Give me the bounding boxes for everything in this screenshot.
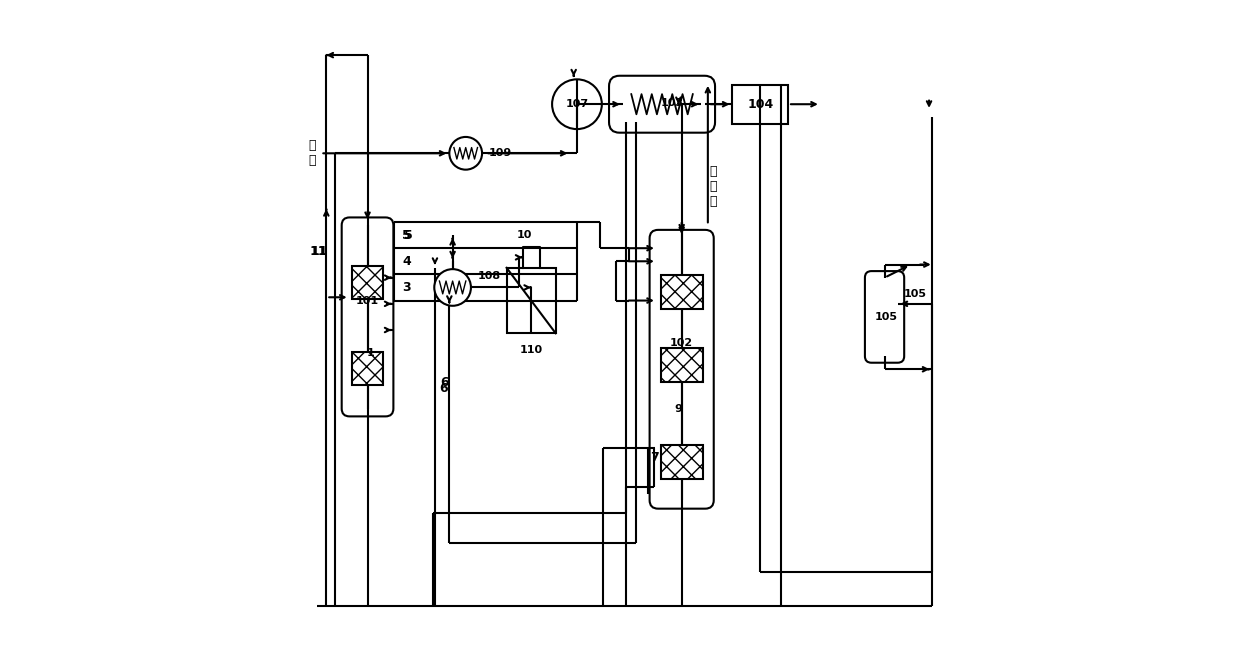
- Circle shape: [553, 79, 602, 129]
- Text: 105: 105: [904, 289, 927, 299]
- FancyBboxPatch shape: [649, 230, 714, 509]
- Text: 6: 6: [440, 376, 449, 389]
- Bar: [660, 348, 703, 382]
- Text: 110: 110: [519, 345, 543, 355]
- Text: 109: 109: [488, 148, 512, 158]
- Text: 甲
醇: 甲 醇: [309, 139, 316, 167]
- Text: 11: 11: [310, 245, 327, 258]
- Text: 4: 4: [403, 255, 411, 268]
- Text: 3: 3: [403, 281, 411, 294]
- Text: 104: 104: [747, 98, 773, 111]
- Text: 105: 105: [875, 312, 898, 322]
- Text: 5: 5: [403, 228, 411, 242]
- Text: 101: 101: [356, 296, 379, 306]
- FancyBboxPatch shape: [610, 76, 715, 133]
- Bar: [660, 275, 703, 309]
- Text: 102: 102: [670, 338, 694, 348]
- Text: 103: 103: [660, 98, 684, 108]
- Text: 107: 107: [565, 99, 589, 109]
- Bar: [732, 84, 788, 124]
- Text: 5: 5: [404, 228, 413, 242]
- FancyBboxPatch shape: [865, 271, 904, 363]
- Bar: [352, 352, 383, 385]
- Text: 1: 1: [367, 348, 374, 358]
- Text: 9: 9: [674, 403, 683, 414]
- Bar: [660, 446, 703, 479]
- Text: 108: 108: [477, 271, 501, 281]
- Bar: [507, 268, 556, 333]
- Text: 脱
盐
水: 脱 盐 水: [710, 164, 717, 207]
- Text: 10: 10: [517, 230, 533, 240]
- Text: 11: 11: [311, 245, 328, 258]
- Text: 7: 7: [650, 451, 659, 464]
- Circle shape: [450, 137, 482, 170]
- Circle shape: [435, 269, 471, 306]
- FancyBboxPatch shape: [342, 217, 394, 416]
- Text: 6: 6: [439, 382, 447, 395]
- Bar: [352, 265, 383, 298]
